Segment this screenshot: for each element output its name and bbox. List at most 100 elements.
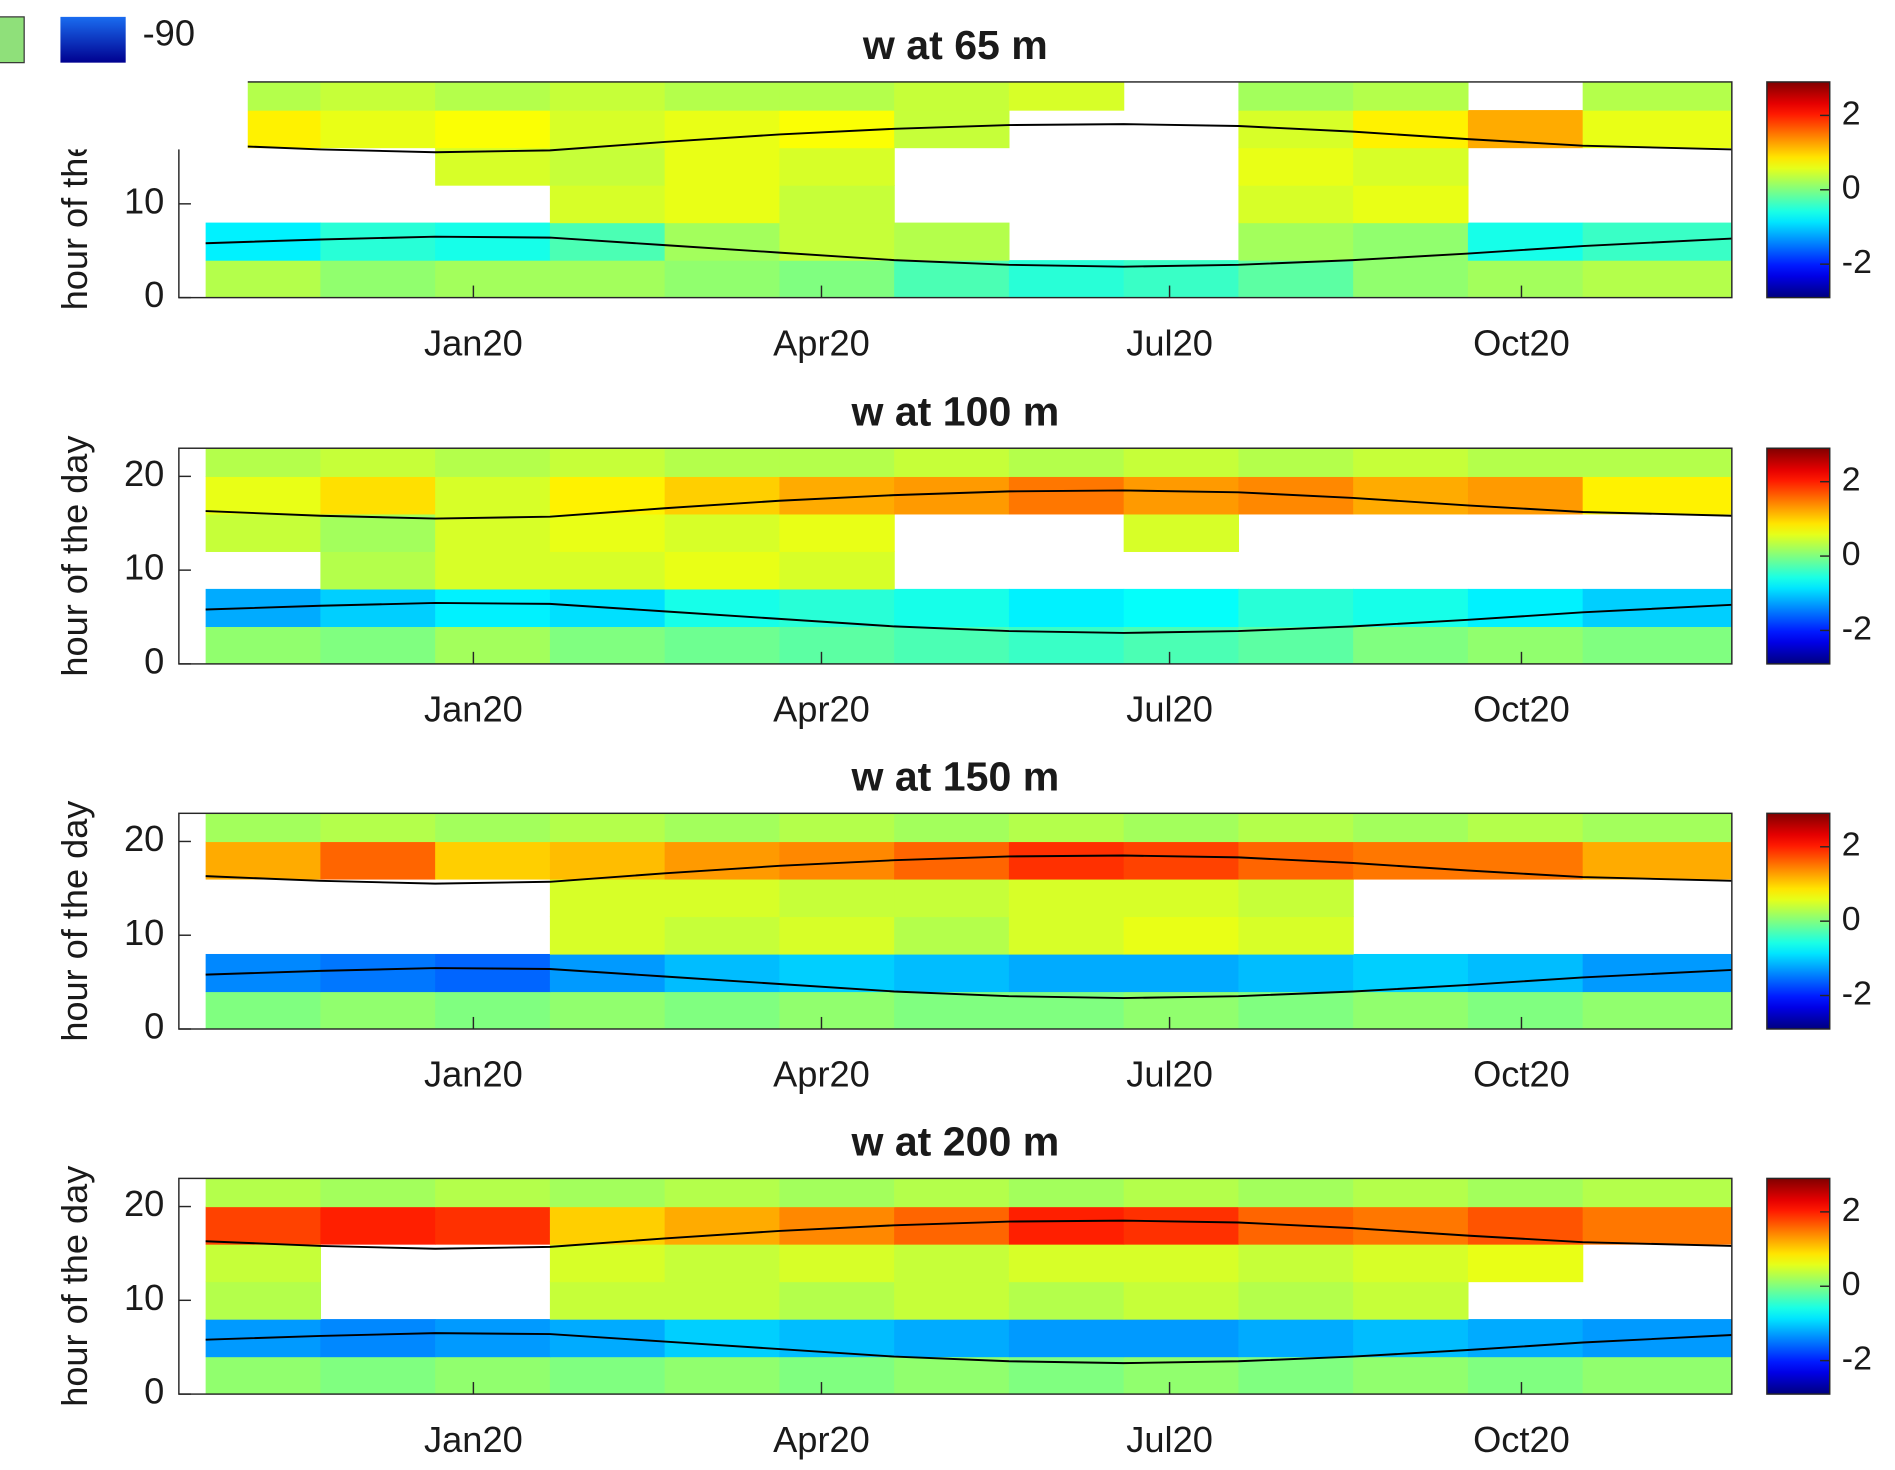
heatmap-cell	[435, 110, 551, 149]
heatmap-cell	[1123, 476, 1240, 515]
x-tick-label: Oct20	[1473, 689, 1570, 730]
y-tick-label: 20	[124, 453, 164, 494]
heatmap-cell	[1467, 1178, 1584, 1208]
daylight-curve	[205, 601, 1732, 634]
heatmap-cell	[1008, 588, 1125, 628]
heatmap-cell	[779, 1244, 895, 1283]
heatmap-cell	[1353, 260, 1469, 298]
heatmap-cell	[1238, 916, 1354, 955]
x-tick-label: Jan20	[424, 322, 523, 363]
legend-label: -90	[143, 13, 195, 54]
heatmap-cell	[320, 953, 436, 993]
heatmap-cell	[1008, 448, 1125, 477]
colorbar-tick-label: 0	[1842, 1265, 1861, 1303]
heatmap-cell	[320, 991, 436, 1029]
heatmap-cell	[1008, 1206, 1125, 1245]
heatmap-cell	[1238, 953, 1354, 993]
heatmap-cell	[1238, 1319, 1354, 1358]
heatmap-cell	[320, 626, 436, 664]
heatmap-cell	[664, 1244, 781, 1283]
heatmap-cell	[549, 260, 666, 298]
heatmap-cell	[664, 185, 781, 224]
heatmap-cell	[1123, 1244, 1240, 1283]
heatmap-cell	[664, 1281, 781, 1320]
x-tick-label: Apr20	[773, 1054, 870, 1095]
heatmap-cell	[779, 953, 895, 993]
heatmap-cell	[1123, 813, 1240, 843]
x-tick-label: Apr20	[773, 689, 870, 730]
heatmap-cell	[320, 110, 436, 149]
heatmap-cell	[435, 626, 551, 664]
heatmap-cell	[320, 1178, 436, 1208]
colorbar-tick-label: -2	[1842, 974, 1872, 1012]
heatmap-cell	[435, 1319, 551, 1358]
heatmap-cell	[1008, 1281, 1125, 1320]
heatmap-cell	[1467, 953, 1584, 993]
heatmap-cell	[1582, 81, 1732, 111]
x-tick-label: Jul20	[1126, 1419, 1213, 1460]
y-tick-label: 0	[144, 1371, 164, 1412]
heatmap-cell	[1238, 81, 1354, 111]
y-tick-label: 0	[144, 1006, 164, 1047]
heatmap-cell	[1467, 813, 1584, 843]
heatmap-cell	[1238, 626, 1354, 664]
heatmap-cell	[664, 513, 781, 552]
heatmap-cell	[320, 476, 436, 515]
heatmap-cell	[1353, 81, 1469, 111]
heatmap-cell	[549, 991, 666, 1029]
heatmap-cell	[205, 813, 321, 843]
heatmap-cell	[205, 1356, 321, 1395]
legend-swatch	[60, 16, 126, 63]
heatmap-cell	[894, 813, 1010, 843]
y-tick-label: 20	[124, 818, 164, 859]
colorbar	[1766, 447, 1831, 665]
heatmap-cell	[664, 1206, 781, 1245]
panel-title: w at 65 m	[862, 22, 1048, 68]
heatmap-cell	[1008, 841, 1125, 880]
heatmap-cell	[435, 147, 551, 186]
heatmap-cell	[549, 1178, 666, 1208]
heatmap-cell	[779, 916, 895, 955]
x-tick-label: Jul20	[1126, 1054, 1213, 1095]
y-tick-label: 0	[144, 641, 164, 682]
x-tick-label: Jan20	[424, 1054, 523, 1095]
heatmap-cell	[435, 513, 551, 552]
heatmap-cell	[1582, 991, 1732, 1029]
plot-area	[205, 813, 1732, 1029]
heatmap-cell	[320, 81, 436, 111]
heatmap-cell	[1353, 1356, 1469, 1395]
plot-area	[205, 1178, 1732, 1395]
heatmap-cell	[549, 1206, 666, 1245]
heatmap-cell	[779, 878, 895, 918]
heatmap-cell	[435, 448, 551, 477]
heatmap-cell	[779, 991, 895, 1029]
heatmap-cell	[779, 260, 895, 298]
heatmap-cell	[1238, 222, 1354, 261]
heatmap-cell	[1353, 110, 1469, 149]
axes-box	[178, 1177, 1733, 1395]
heatmap-cell	[1582, 1178, 1732, 1208]
heatmap-cell	[205, 513, 321, 552]
heatmap-cell	[1008, 813, 1125, 843]
heatmap-cell	[1008, 1178, 1125, 1208]
heatmap-cell	[779, 1178, 895, 1208]
x-tick-label: Jan20	[424, 1419, 523, 1460]
heatmap-cell	[1123, 953, 1240, 993]
heatmap-cell	[1238, 878, 1354, 918]
heatmap-cell	[1008, 1244, 1125, 1283]
heatmap-cell	[1238, 448, 1354, 477]
heatmap-cell	[320, 513, 436, 552]
heatmap-cell	[1238, 1178, 1354, 1208]
heatmap-cell	[664, 841, 781, 880]
heatmap-cell	[664, 878, 781, 918]
heatmap-cell	[664, 813, 781, 843]
heatmap-cell	[1238, 1356, 1354, 1395]
daylight-curve	[205, 1332, 1732, 1365]
heatmap-cell	[1582, 476, 1732, 515]
daylight-curve	[205, 1219, 1732, 1250]
heatmap-cell	[435, 1206, 551, 1245]
